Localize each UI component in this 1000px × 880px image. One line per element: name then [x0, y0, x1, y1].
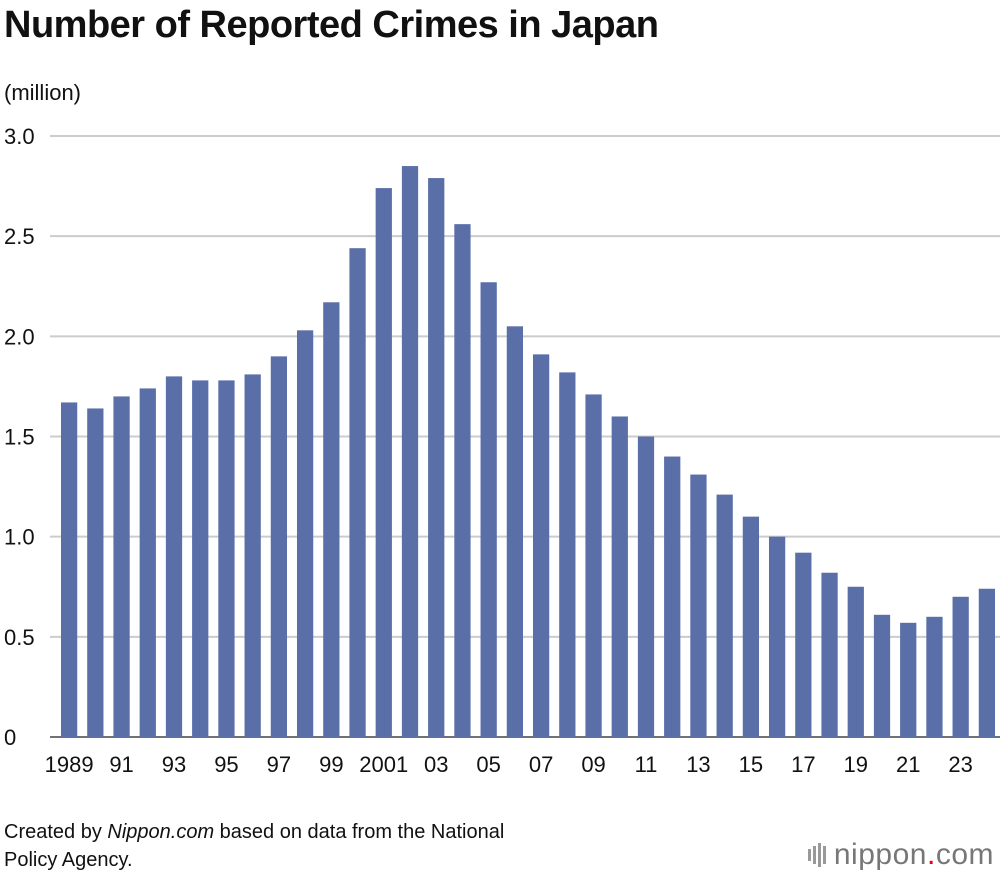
x-tick-label: 23: [948, 752, 972, 777]
source-brand: Nippon.com: [107, 821, 215, 843]
bar-chart: 0 0.5 1.0 1.5 2.0 2.5 3.0 1989 91 93 95 97 99 2001 03…: [4, 124, 1000, 777]
y-tick-label: 0.5: [4, 625, 35, 650]
bar-2007: [532, 354, 550, 737]
y-axis-ticks: 0 0.5 1.0 1.5 2.0 2.5 3.0: [4, 124, 35, 750]
bars: [60, 166, 996, 738]
bar-2024: [978, 588, 996, 737]
bar-1999: [323, 302, 340, 737]
logo-dot: .: [926, 838, 936, 871]
logo-text-left: nippon: [833, 838, 927, 871]
bar-2016: [768, 536, 786, 737]
bar-1998: [296, 330, 314, 737]
x-tick-label: 91: [109, 752, 133, 777]
bar-2006: [506, 326, 524, 737]
y-tick-label: 1.0: [4, 525, 35, 550]
bar-1990: [87, 408, 104, 737]
bar-2003: [428, 178, 445, 737]
bar-1996: [244, 374, 261, 737]
bar-2005: [480, 282, 497, 737]
y-tick-label: 2.5: [4, 224, 35, 249]
nippon-logo: nippon. com: [807, 838, 994, 872]
bar-2013: [690, 474, 707, 737]
y-tick-label: 3.0: [4, 124, 35, 149]
bar-2010: [611, 416, 628, 737]
x-tick-label: 13: [686, 752, 710, 777]
bar-2000: [349, 248, 366, 738]
x-tick-label: 95: [214, 752, 238, 777]
bar-1991: [113, 396, 130, 737]
y-tick-label: 2.0: [4, 324, 35, 349]
bar-1989: [60, 402, 78, 737]
logo-mark-icon: [807, 840, 826, 870]
y-axis-unit-label: (million): [4, 80, 81, 105]
x-tick-label: 05: [476, 752, 500, 777]
y-tick-label: 1.5: [4, 425, 35, 450]
logo-text-right: com: [935, 838, 994, 871]
x-tick-label: 19: [844, 752, 868, 777]
x-tick-label: 1989: [45, 752, 94, 777]
source-prefix: Created by: [4, 821, 108, 843]
bar-2019: [847, 586, 864, 737]
x-tick-label: 07: [529, 752, 553, 777]
bar-2012: [664, 456, 681, 737]
bar-2004: [454, 224, 471, 737]
bar-2009: [585, 394, 602, 737]
x-tick-label: 99: [319, 752, 343, 777]
y-tick-label: 0: [4, 725, 16, 750]
bar-2018: [821, 572, 838, 737]
source-rest: based on data from the National: [214, 821, 505, 843]
source-note: Created by Nippon.com based on data from…: [4, 818, 504, 874]
bar-1997: [270, 356, 288, 737]
bar-1994: [192, 380, 209, 737]
x-tick-label: 97: [267, 752, 291, 777]
bar-1995: [218, 380, 235, 737]
x-tick-label: 09: [581, 752, 605, 777]
x-tick-label: 17: [791, 752, 815, 777]
bar-1993: [165, 376, 183, 737]
bar-2023: [952, 596, 969, 737]
x-tick-label: 21: [896, 752, 920, 777]
chart-title: Number of Reported Crimes in Japan: [4, 4, 659, 46]
bar-2015: [742, 516, 760, 737]
bar-2011: [637, 436, 655, 737]
bar-2021: [900, 622, 917, 737]
bar-2002: [401, 166, 419, 738]
x-tick-label: 93: [162, 752, 186, 777]
x-tick-label: 03: [424, 752, 448, 777]
bar-2022: [926, 616, 943, 737]
source-note-line-1: Created by Nippon.com based on data from…: [4, 818, 504, 846]
bar-2017: [795, 552, 812, 737]
x-tick-label: 2001: [359, 752, 408, 777]
bar-2020: [873, 614, 891, 737]
bar-1992: [139, 388, 156, 737]
x-axis-ticks: 1989 91 93 95 97 99 2001 03 05 07 09 11 13 15 17 19 21 23: [45, 752, 973, 777]
source-note-line-2: Policy Agency.: [4, 849, 133, 871]
x-tick-label: 15: [739, 752, 763, 777]
bar-2001: [375, 188, 392, 737]
bar-2014: [716, 494, 733, 737]
x-tick-label: 11: [635, 752, 658, 777]
bar-2008: [559, 372, 576, 737]
